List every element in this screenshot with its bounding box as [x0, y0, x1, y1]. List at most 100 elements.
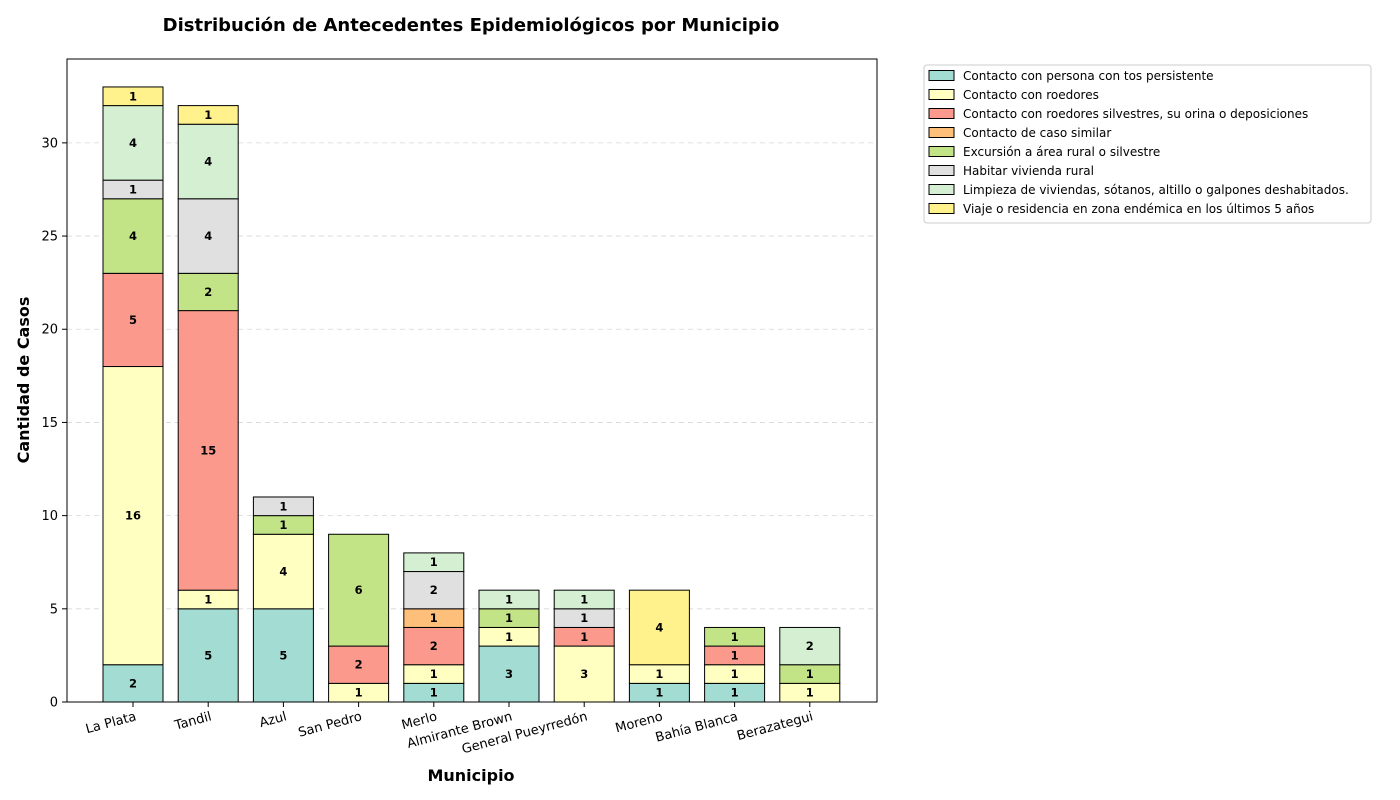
bar-segment [102, 198, 164, 274]
bar-value-label: 4 [204, 155, 212, 169]
bar-value-label: 4 [279, 565, 287, 579]
bar-segment [177, 272, 239, 312]
bar-segment [177, 105, 239, 125]
y-tick-label: 5 [50, 602, 58, 617]
chart-title: Distribución de Antecedentes Epidemiológ… [163, 15, 780, 36]
bar-value-label: 3 [580, 667, 588, 681]
bar-value-label: 5 [129, 313, 137, 327]
x-tick-label: Tandil [172, 709, 213, 733]
bar-value-label: 1 [204, 108, 212, 122]
bar-value-label: 1 [806, 686, 814, 700]
bar-value-label: 1 [430, 686, 438, 700]
y-axis: 0 5 10 15 20 25 30 [41, 136, 67, 711]
bar-segment [779, 626, 841, 666]
bar-value-label: 1 [731, 648, 739, 662]
y-tick-label: 10 [41, 509, 58, 524]
bar-segment [403, 552, 465, 573]
bar-value-label: 5 [279, 648, 287, 662]
bar-value-label: 1 [655, 667, 663, 681]
bar-segment [252, 533, 314, 610]
y-axis-label: Cantidad de Casos [14, 297, 33, 464]
legend-entry: Contacto con persona con tos persistente [963, 69, 1214, 83]
bar-segment [102, 366, 164, 666]
bar-value-label: 1 [129, 182, 137, 196]
bar-value-label: 1 [505, 630, 513, 644]
bar-value-label: 2 [355, 658, 363, 672]
bar-value-label: 1 [505, 592, 513, 606]
legend-entry: Contacto de caso similar [963, 126, 1111, 140]
legend-entry: Contacto con roedores silvestres, su ori… [963, 107, 1308, 121]
bar-value-label: 2 [430, 639, 438, 653]
bar-value-label: 4 [129, 229, 137, 243]
bar-value-label: 1 [430, 555, 438, 569]
legend-swatch [928, 70, 955, 81]
legend-swatch [928, 146, 955, 157]
bar-segment [704, 626, 766, 647]
bar-value-label: 1 [731, 630, 739, 644]
bar-value-label: 4 [655, 620, 663, 634]
bar-segment [553, 645, 615, 703]
legend: Contacto con persona con tos persistente… [923, 64, 1372, 224]
bar-value-label: 1 [279, 499, 287, 513]
x-tick-label: Azul [258, 709, 289, 731]
bar-value-label: 6 [355, 583, 363, 597]
bar-segment [177, 198, 239, 274]
legend-swatch [928, 165, 955, 176]
y-tick-label: 25 [41, 230, 58, 245]
x-axis-label: Municipio [427, 766, 514, 785]
bar-value-label: 1 [731, 686, 739, 700]
y-tick-label: 0 [50, 696, 58, 711]
bar-value-label: 15 [200, 443, 216, 457]
x-axis: La Plata Tandil Azul San Pedro MerloAlmirant… [84, 702, 815, 757]
x-tick-label: Bahía Blanca [654, 709, 740, 745]
bars: 2165414151152441541112611212131113111114… [102, 86, 841, 703]
plot-frame [66, 58, 878, 703]
legend-frame [923, 64, 1372, 224]
legend-entry: Excursión a área rural o silvestre [963, 145, 1160, 159]
bar-value-label: 2 [430, 583, 438, 597]
y-tick-label: 20 [41, 323, 58, 338]
bar-value-label: 1 [430, 611, 438, 625]
bar-value-label: 3 [505, 667, 513, 681]
bar-value-label: 5 [204, 648, 212, 662]
bar-value-label: 1 [580, 630, 588, 644]
bar-value-label: 4 [129, 136, 137, 150]
y-tick-label: 15 [41, 416, 58, 431]
bar-segment [478, 589, 540, 610]
bar-segment [553, 589, 615, 610]
legend-entry: Viaje o residencia en zona endémica en l… [963, 202, 1314, 216]
x-tick-label: San Pedro [297, 709, 364, 740]
bar-segment [328, 645, 390, 684]
bar-segment [628, 589, 690, 666]
bar-value-label: 1 [806, 667, 814, 681]
bar-segment [102, 272, 164, 368]
bar-value-label: 2 [129, 676, 137, 690]
bar-value-label: 1 [129, 89, 137, 103]
bar-value-label: 1 [430, 667, 438, 681]
bar-segment [102, 105, 164, 181]
bar-value-label: 1 [580, 611, 588, 625]
x-tick-label: Berazategui [735, 709, 814, 744]
bar-value-label: 2 [806, 639, 814, 653]
bar-segment [252, 608, 314, 703]
legend-entry: Habitar vivienda rural [963, 164, 1094, 178]
bar-segment [478, 645, 540, 703]
legend-swatch [928, 127, 955, 138]
bar-segment [403, 571, 465, 610]
bar-value-label: 4 [204, 229, 212, 243]
y-tick-label: 30 [41, 136, 58, 151]
legend-swatch [928, 203, 955, 214]
bar-value-label: 1 [655, 686, 663, 700]
bar-segment [252, 496, 314, 517]
bar-segment [328, 533, 390, 647]
bar-value-label: 1 [731, 667, 739, 681]
bar-segment [403, 626, 465, 666]
bar-segment [177, 310, 239, 591]
bar-segment [177, 123, 239, 200]
bar-value-label: 1 [204, 592, 212, 606]
legend-entry: Contacto con roedores [963, 88, 1099, 102]
legend-swatch [928, 89, 955, 100]
bar-segment [102, 86, 164, 107]
bar-value-label: 16 [125, 509, 141, 523]
bar-value-label: 2 [204, 285, 212, 299]
